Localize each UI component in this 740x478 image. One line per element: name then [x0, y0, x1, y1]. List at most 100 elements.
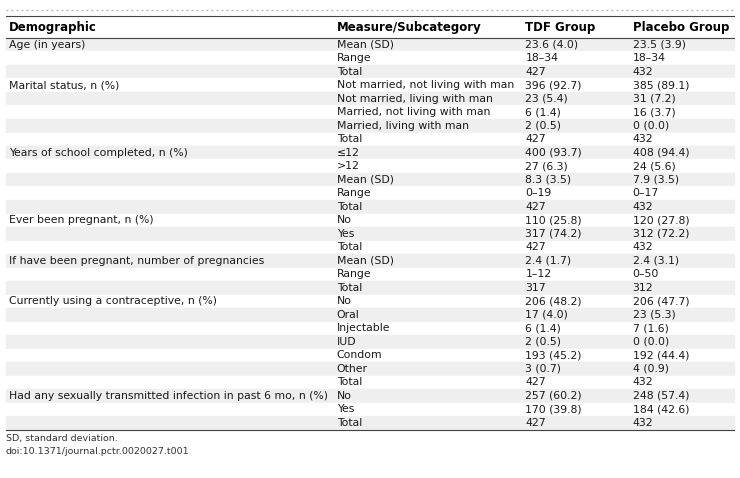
- Text: Placebo Group: Placebo Group: [633, 21, 729, 33]
- Text: 4 (0.9): 4 (0.9): [633, 364, 669, 374]
- Text: 317 (74.2): 317 (74.2): [525, 229, 582, 239]
- Text: 23.5 (3.9): 23.5 (3.9): [633, 40, 686, 50]
- Text: No: No: [337, 296, 351, 306]
- Text: 0–50: 0–50: [633, 269, 659, 279]
- Text: 0–17: 0–17: [633, 188, 659, 198]
- Text: Other: Other: [337, 364, 368, 374]
- Text: Total: Total: [337, 134, 362, 144]
- Text: 206 (47.7): 206 (47.7): [633, 296, 690, 306]
- Text: 192 (44.4): 192 (44.4): [633, 350, 689, 360]
- Text: Marital status, n (%): Marital status, n (%): [9, 80, 119, 90]
- Text: Total: Total: [337, 202, 362, 212]
- Text: Ever been pregnant, n (%): Ever been pregnant, n (%): [9, 215, 153, 225]
- Text: 432: 432: [633, 418, 653, 428]
- Text: 2.4 (3.1): 2.4 (3.1): [633, 256, 679, 266]
- Text: Had any sexually transmitted infection in past 6 mo, n (%): Had any sexually transmitted infection i…: [9, 391, 328, 401]
- Text: 408 (94.4): 408 (94.4): [633, 148, 690, 158]
- Text: Oral: Oral: [337, 310, 360, 320]
- Text: 0 (0.0): 0 (0.0): [633, 121, 669, 131]
- Text: Married, living with man: Married, living with man: [337, 121, 468, 131]
- Text: TDF Group: TDF Group: [525, 21, 596, 33]
- Text: 396 (92.7): 396 (92.7): [525, 80, 582, 90]
- Text: 23.6 (4.0): 23.6 (4.0): [525, 40, 579, 50]
- Text: Condom: Condom: [337, 350, 383, 360]
- Text: Demographic: Demographic: [9, 21, 97, 33]
- Text: Mean (SD): Mean (SD): [337, 256, 394, 266]
- Text: 2 (0.5): 2 (0.5): [525, 337, 562, 347]
- Text: 312 (72.2): 312 (72.2): [633, 229, 689, 239]
- Text: Total: Total: [337, 67, 362, 77]
- Text: 18–34: 18–34: [525, 53, 559, 63]
- Text: 317: 317: [525, 283, 546, 293]
- Text: Not married, not living with man: Not married, not living with man: [337, 80, 514, 90]
- Text: 427: 427: [525, 377, 546, 387]
- Text: 184 (42.6): 184 (42.6): [633, 404, 689, 414]
- Text: 8.3 (3.5): 8.3 (3.5): [525, 175, 571, 185]
- Text: Range: Range: [337, 188, 371, 198]
- Text: 27 (6.3): 27 (6.3): [525, 161, 568, 171]
- Text: 23 (5.3): 23 (5.3): [633, 310, 676, 320]
- Text: IUD: IUD: [337, 337, 357, 347]
- Text: 3 (0.7): 3 (0.7): [525, 364, 562, 374]
- Text: 6 (1.4): 6 (1.4): [525, 323, 561, 333]
- Text: Years of school completed, n (%): Years of school completed, n (%): [9, 148, 188, 158]
- Text: 312: 312: [633, 283, 653, 293]
- Text: 206 (48.2): 206 (48.2): [525, 296, 582, 306]
- Text: 0–19: 0–19: [525, 188, 551, 198]
- Text: 18–34: 18–34: [633, 53, 666, 63]
- Text: 427: 427: [525, 134, 546, 144]
- Text: Total: Total: [337, 283, 362, 293]
- Text: Age (in years): Age (in years): [9, 40, 85, 50]
- Text: No: No: [337, 215, 351, 225]
- Text: 427: 427: [525, 418, 546, 428]
- Text: 385 (89.1): 385 (89.1): [633, 80, 689, 90]
- Text: Range: Range: [337, 269, 371, 279]
- Text: 2 (0.5): 2 (0.5): [525, 121, 562, 131]
- Text: Total: Total: [337, 377, 362, 387]
- Text: doi:10.1371/journal.pctr.0020027.t001: doi:10.1371/journal.pctr.0020027.t001: [6, 447, 189, 456]
- Text: 257 (60.2): 257 (60.2): [525, 391, 582, 401]
- Text: 432: 432: [633, 377, 653, 387]
- Text: Range: Range: [337, 53, 371, 63]
- Text: 24 (5.6): 24 (5.6): [633, 161, 676, 171]
- Text: Total: Total: [337, 418, 362, 428]
- Text: SD, standard deviation.: SD, standard deviation.: [6, 435, 118, 444]
- Text: >12: >12: [337, 161, 360, 171]
- Text: Yes: Yes: [337, 229, 354, 239]
- Text: 23 (5.4): 23 (5.4): [525, 94, 568, 104]
- Text: 7 (1.6): 7 (1.6): [633, 323, 668, 333]
- Text: Mean (SD): Mean (SD): [337, 175, 394, 185]
- Text: Total: Total: [337, 242, 362, 252]
- Text: 2.4 (1.7): 2.4 (1.7): [525, 256, 571, 266]
- Text: 427: 427: [525, 242, 546, 252]
- Text: 1–12: 1–12: [525, 269, 551, 279]
- Text: Yes: Yes: [337, 404, 354, 414]
- Text: 427: 427: [525, 67, 546, 77]
- Text: 432: 432: [633, 202, 653, 212]
- Text: 400 (93.7): 400 (93.7): [525, 148, 582, 158]
- Text: 432: 432: [633, 242, 653, 252]
- Text: 0 (0.0): 0 (0.0): [633, 337, 669, 347]
- Text: ≤12: ≤12: [337, 148, 360, 158]
- Text: 120 (27.8): 120 (27.8): [633, 215, 690, 225]
- Text: Married, not living with man: Married, not living with man: [337, 107, 490, 117]
- Text: Not married, living with man: Not married, living with man: [337, 94, 493, 104]
- Text: 16 (3.7): 16 (3.7): [633, 107, 676, 117]
- Text: 17 (4.0): 17 (4.0): [525, 310, 568, 320]
- Text: Currently using a contraceptive, n (%): Currently using a contraceptive, n (%): [9, 296, 217, 306]
- Text: 7.9 (3.5): 7.9 (3.5): [633, 175, 679, 185]
- Text: Injectable: Injectable: [337, 323, 390, 333]
- Text: Mean (SD): Mean (SD): [337, 40, 394, 50]
- Text: No: No: [337, 391, 351, 401]
- Text: 248 (57.4): 248 (57.4): [633, 391, 689, 401]
- Text: 170 (39.8): 170 (39.8): [525, 404, 582, 414]
- Text: If have been pregnant, number of pregnancies: If have been pregnant, number of pregnan…: [9, 256, 264, 266]
- Text: 432: 432: [633, 134, 653, 144]
- Text: 427: 427: [525, 202, 546, 212]
- Text: 6 (1.4): 6 (1.4): [525, 107, 561, 117]
- Text: Measure/Subcategory: Measure/Subcategory: [337, 21, 482, 33]
- Text: 31 (7.2): 31 (7.2): [633, 94, 676, 104]
- Text: 432: 432: [633, 67, 653, 77]
- Text: 110 (25.8): 110 (25.8): [525, 215, 582, 225]
- Text: 193 (45.2): 193 (45.2): [525, 350, 582, 360]
